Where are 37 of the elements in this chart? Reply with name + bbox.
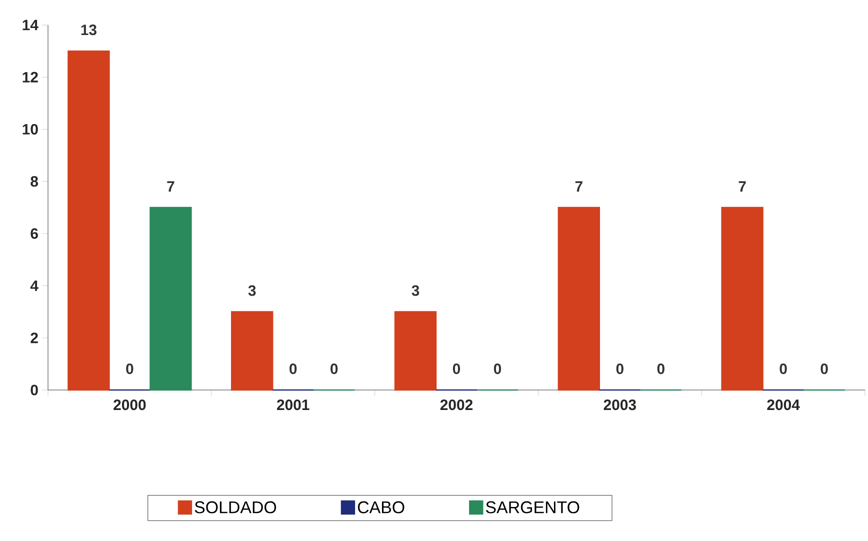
bar: [150, 206, 192, 391]
data-label: 0: [820, 363, 828, 374]
y-tick-label: 4: [30, 280, 38, 291]
bar: [231, 311, 274, 391]
x-tick-label: 2001: [276, 400, 310, 410]
x-tick-label: 2002: [440, 400, 473, 410]
y-tick-label: 2: [30, 332, 38, 344]
data-label: 0: [494, 363, 502, 374]
x-tick-label: 2003: [604, 400, 636, 410]
data-label: 3: [248, 285, 256, 296]
bar: [394, 311, 437, 391]
legend-label: CABO: [358, 501, 404, 514]
data-label: 0: [657, 363, 664, 374]
legend-label: SARGENTO: [486, 501, 580, 514]
data-label: 13: [81, 24, 96, 36]
data-label: 7: [738, 181, 746, 192]
bar: [721, 206, 764, 391]
y-tick-label: 6: [30, 228, 38, 239]
data-label: 7: [575, 181, 582, 192]
data-label: 0: [126, 363, 134, 374]
bar: [68, 50, 110, 391]
bar: [558, 206, 600, 391]
data-label: 0: [780, 363, 787, 374]
x-tick-label: 2000: [114, 400, 146, 410]
y-tick-label: 12: [22, 72, 38, 82]
x-tick-label: 2004: [767, 400, 800, 410]
data-label: 0: [330, 363, 338, 374]
y-tick-label: 0: [30, 384, 38, 396]
data-label: 7: [167, 181, 174, 192]
data-label: 0: [616, 363, 624, 374]
legend-label: SOLDADO: [194, 501, 276, 514]
y-tick-label: 8: [30, 176, 38, 187]
data-label: 3: [412, 285, 420, 296]
y-tick-label: 14: [22, 20, 38, 30]
data-label: 0: [290, 363, 297, 374]
y-tick-label: 10: [22, 124, 38, 135]
data-label: 0: [452, 363, 460, 374]
